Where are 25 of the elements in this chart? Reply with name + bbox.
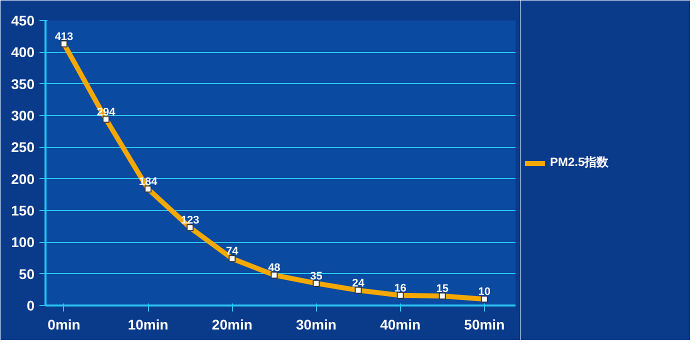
data-label: 15 xyxy=(436,283,448,295)
x-tick-label: 20min xyxy=(212,316,252,332)
data-label: 10 xyxy=(478,286,491,298)
x-tick-label: 10min xyxy=(128,316,168,332)
y-tick-label: 400 xyxy=(11,44,35,60)
data-label: 24 xyxy=(352,277,366,290)
data-label: 74 xyxy=(226,246,240,258)
x-tick-label: 50min xyxy=(464,316,505,332)
x-tick-label: 0min xyxy=(48,316,80,332)
legend-label: PM2.5指数 xyxy=(550,154,609,171)
y-tick-label: 350 xyxy=(11,76,35,92)
data-label: 35 xyxy=(310,270,322,282)
y-tick-label: 300 xyxy=(11,108,35,124)
x-tick-label: 30min xyxy=(296,316,336,332)
data-label: 48 xyxy=(268,262,280,274)
y-tick-label: 250 xyxy=(11,139,35,156)
y-tick-label: 50 xyxy=(18,266,35,282)
y-tick-label: 100 xyxy=(11,234,35,250)
data-label: 16 xyxy=(394,282,406,294)
x-tick-label: 40min xyxy=(380,316,421,332)
data-label: 413 xyxy=(54,30,74,43)
y-tick-label: 0 xyxy=(26,298,35,314)
y-tick-label: 150 xyxy=(11,202,35,218)
y-tick-label: 200 xyxy=(11,170,35,187)
y-tick-label: 450 xyxy=(11,12,35,28)
